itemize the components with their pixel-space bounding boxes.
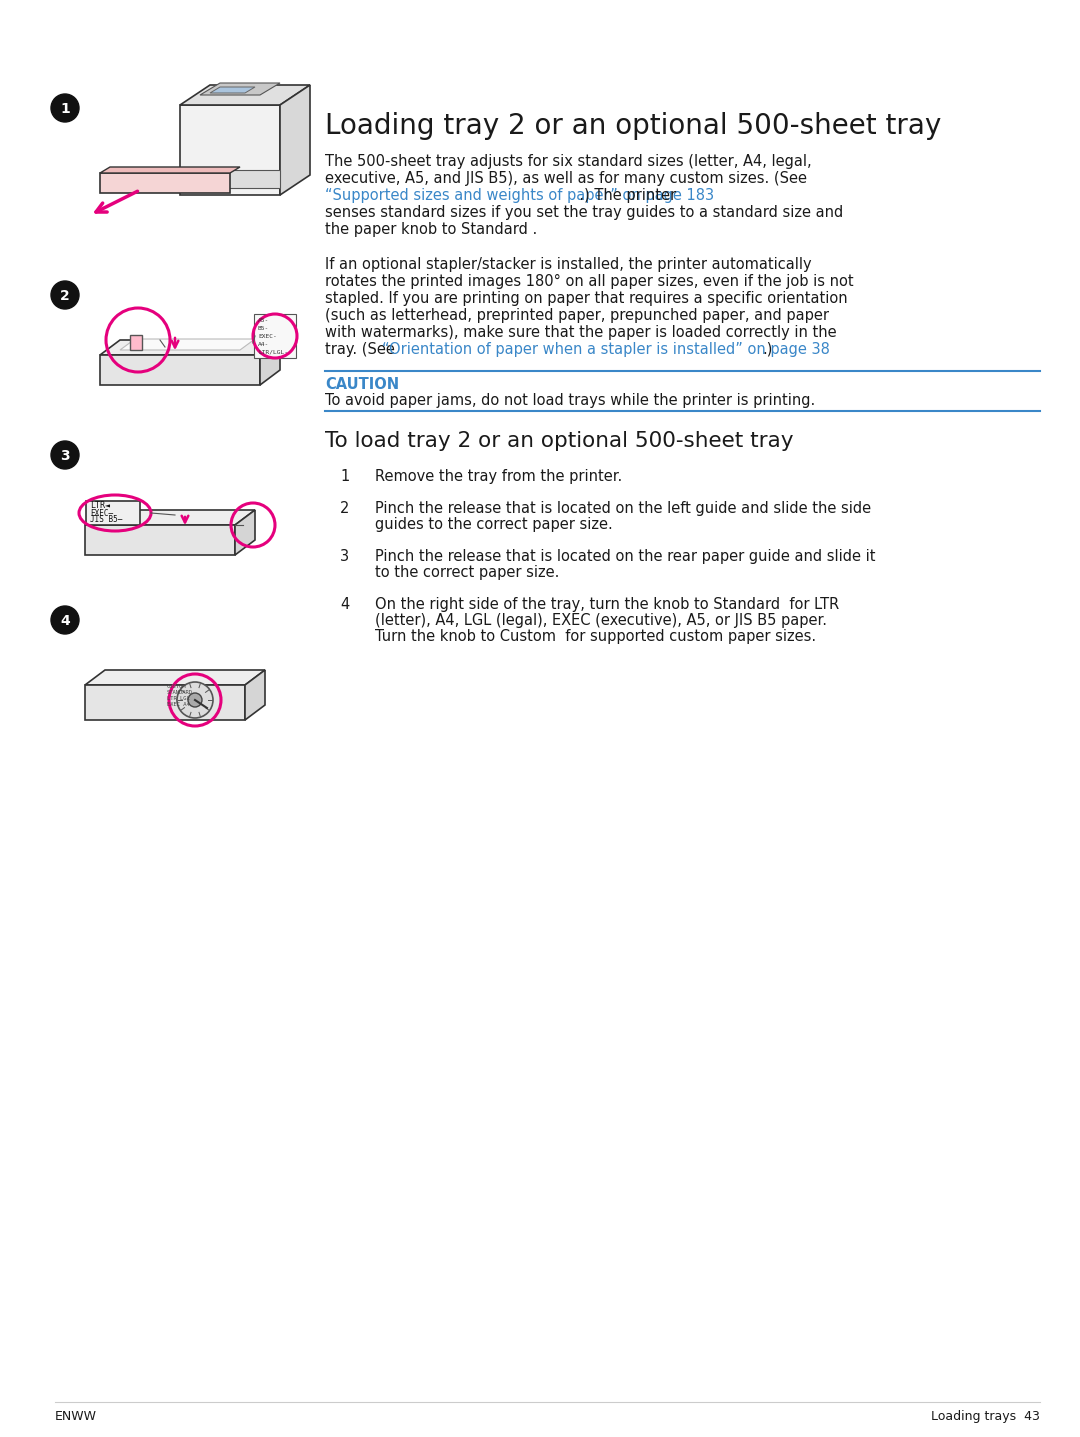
- Circle shape: [188, 693, 202, 707]
- Text: To load tray 2 or an optional 500-sheet tray: To load tray 2 or an optional 500-sheet …: [325, 431, 794, 451]
- Text: If an optional stapler/stacker is installed, the printer automatically: If an optional stapler/stacker is instal…: [325, 257, 812, 272]
- Text: 1: 1: [340, 468, 349, 484]
- Polygon shape: [120, 339, 255, 351]
- Text: the paper knob to Standard .: the paper knob to Standard .: [325, 221, 537, 237]
- Text: 3: 3: [340, 549, 349, 563]
- Text: 4: 4: [340, 596, 349, 612]
- Text: CUSTOM: CUSTOM: [167, 684, 187, 688]
- Polygon shape: [85, 510, 255, 525]
- Text: STANDARD: STANDARD: [167, 690, 193, 696]
- Text: executive, A5, and JIS B5), as well as for many custom sizes. (See: executive, A5, and JIS B5), as well as f…: [325, 171, 807, 185]
- Text: Loading tray 2 or an optional 500-sheet tray: Loading tray 2 or an optional 500-sheet …: [325, 112, 942, 139]
- Text: 2: 2: [340, 502, 349, 516]
- Text: EXEC-: EXEC-: [258, 333, 276, 339]
- Text: with watermarks), make sure that the paper is loaded correctly in the: with watermarks), make sure that the pap…: [325, 325, 837, 341]
- Text: B5-: B5-: [258, 326, 269, 331]
- Text: A4-: A4-: [258, 342, 269, 346]
- Polygon shape: [200, 83, 280, 95]
- Text: .) The printer: .) The printer: [325, 188, 676, 203]
- Text: LTR◄: LTR◄: [90, 502, 110, 510]
- Text: guides to the correct paper size.: guides to the correct paper size.: [375, 517, 612, 532]
- Polygon shape: [100, 355, 260, 385]
- Text: Loading trays  43: Loading trays 43: [931, 1410, 1040, 1423]
- Circle shape: [51, 282, 79, 309]
- Text: The 500-sheet tray adjusts for six standard sizes (letter, A4, legal,: The 500-sheet tray adjusts for six stand…: [325, 154, 812, 170]
- Text: stapled. If you are printing on paper that requires a specific orientation: stapled. If you are printing on paper th…: [325, 292, 848, 306]
- Polygon shape: [100, 341, 280, 355]
- Text: 1: 1: [60, 102, 70, 116]
- Text: rotates the printed images 180° on all paper sizes, even if the job is not: rotates the printed images 180° on all p…: [325, 274, 853, 289]
- Polygon shape: [245, 670, 265, 720]
- Polygon shape: [85, 670, 265, 685]
- Text: JIS B5–: JIS B5–: [90, 514, 122, 523]
- Text: On the right side of the tray, turn the knob to Standard  for LTR: On the right side of the tray, turn the …: [375, 596, 839, 612]
- Text: .): .): [762, 342, 772, 356]
- Text: “Orientation of paper when a stapler is installed” on page 38: “Orientation of paper when a stapler is …: [382, 342, 829, 356]
- Circle shape: [177, 683, 213, 718]
- Text: “Supported sizes and weights of paper” on page 183: “Supported sizes and weights of paper” o…: [325, 188, 714, 203]
- Circle shape: [51, 441, 79, 468]
- Polygon shape: [100, 172, 230, 193]
- Polygon shape: [260, 341, 280, 385]
- Polygon shape: [130, 335, 141, 351]
- FancyBboxPatch shape: [86, 502, 140, 525]
- Text: Pinch the release that is located on the left guide and slide the side: Pinch the release that is located on the…: [375, 502, 872, 516]
- FancyBboxPatch shape: [254, 315, 296, 358]
- Text: EXEC–: EXEC–: [90, 509, 113, 517]
- Circle shape: [51, 606, 79, 634]
- FancyBboxPatch shape: [180, 170, 280, 188]
- Polygon shape: [100, 167, 240, 172]
- Text: EXEC A4: EXEC A4: [167, 703, 190, 707]
- Text: (such as letterhead, preprinted paper, prepunched paper, and paper: (such as letterhead, preprinted paper, p…: [325, 308, 829, 323]
- Text: Turn the knob to Custom  for supported custom paper sizes.: Turn the knob to Custom for supported cu…: [375, 629, 816, 644]
- Polygon shape: [210, 88, 255, 93]
- Polygon shape: [180, 85, 310, 105]
- Text: To avoid paper jams, do not load trays while the printer is printing.: To avoid paper jams, do not load trays w…: [325, 392, 815, 408]
- Text: 2: 2: [60, 289, 70, 303]
- Text: LTR/LGL-: LTR/LGL-: [258, 349, 288, 355]
- Text: A5-: A5-: [258, 318, 269, 322]
- Circle shape: [51, 93, 79, 122]
- Text: to the correct paper size.: to the correct paper size.: [375, 565, 559, 581]
- Text: Remove the tray from the printer.: Remove the tray from the printer.: [375, 468, 622, 484]
- Polygon shape: [180, 105, 280, 195]
- Polygon shape: [235, 510, 255, 555]
- Polygon shape: [85, 525, 235, 555]
- Text: 4: 4: [60, 614, 70, 628]
- Text: tray. (See: tray. (See: [325, 342, 400, 356]
- Text: ENWW: ENWW: [55, 1410, 97, 1423]
- Text: (letter), A4, LGL (legal), EXEC (executive), A5, or JIS B5 paper.: (letter), A4, LGL (legal), EXEC (executi…: [375, 614, 827, 628]
- Text: CAUTION: CAUTION: [325, 376, 400, 392]
- Text: senses standard sizes if you set the tray guides to a standard size and: senses standard sizes if you set the tra…: [325, 205, 843, 220]
- Text: 3: 3: [60, 448, 70, 463]
- Text: Pinch the release that is located on the rear paper guide and slide it: Pinch the release that is located on the…: [375, 549, 876, 563]
- Polygon shape: [280, 85, 310, 195]
- Polygon shape: [85, 685, 245, 720]
- Text: LTR LGL: LTR LGL: [167, 696, 190, 701]
